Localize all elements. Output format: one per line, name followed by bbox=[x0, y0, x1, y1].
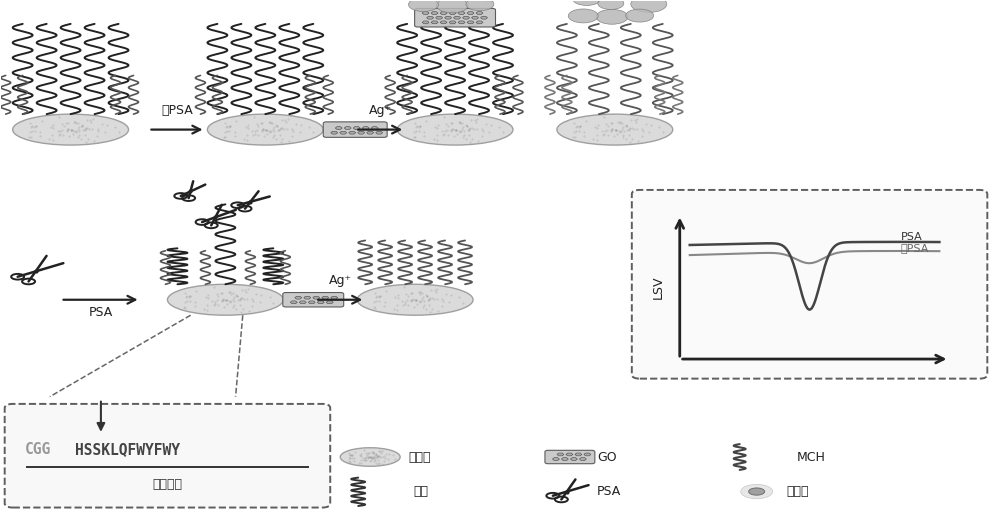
Polygon shape bbox=[376, 131, 383, 134]
Polygon shape bbox=[476, 21, 483, 24]
Ellipse shape bbox=[207, 114, 323, 145]
Ellipse shape bbox=[741, 484, 773, 499]
Ellipse shape bbox=[557, 114, 673, 145]
Polygon shape bbox=[313, 296, 320, 299]
Polygon shape bbox=[440, 21, 447, 24]
Polygon shape bbox=[449, 21, 456, 24]
Polygon shape bbox=[449, 12, 456, 14]
Polygon shape bbox=[322, 296, 329, 299]
Polygon shape bbox=[427, 17, 434, 19]
Polygon shape bbox=[317, 301, 324, 303]
Ellipse shape bbox=[397, 114, 513, 145]
Text: 无PSA: 无PSA bbox=[901, 242, 929, 252]
Text: GO: GO bbox=[597, 450, 616, 464]
Polygon shape bbox=[575, 453, 582, 456]
Polygon shape bbox=[331, 296, 338, 299]
Polygon shape bbox=[304, 296, 311, 299]
Polygon shape bbox=[552, 458, 559, 461]
Text: MCH: MCH bbox=[797, 450, 825, 464]
Polygon shape bbox=[467, 12, 474, 14]
Polygon shape bbox=[331, 131, 338, 134]
Polygon shape bbox=[436, 17, 443, 19]
Ellipse shape bbox=[357, 284, 473, 315]
FancyBboxPatch shape bbox=[415, 8, 496, 27]
Text: HSSKLQFWYFWY: HSSKLQFWYFWY bbox=[75, 443, 180, 458]
Polygon shape bbox=[422, 21, 429, 24]
Polygon shape bbox=[290, 301, 297, 303]
Polygon shape bbox=[349, 131, 356, 134]
Polygon shape bbox=[561, 458, 568, 461]
Ellipse shape bbox=[596, 9, 628, 24]
Polygon shape bbox=[358, 131, 365, 134]
Ellipse shape bbox=[167, 284, 283, 315]
Ellipse shape bbox=[631, 0, 667, 12]
Polygon shape bbox=[344, 127, 351, 129]
Polygon shape bbox=[431, 21, 438, 24]
Text: PSA: PSA bbox=[88, 307, 113, 320]
Ellipse shape bbox=[749, 488, 765, 495]
Polygon shape bbox=[458, 21, 465, 24]
Ellipse shape bbox=[471, 0, 507, 1]
Polygon shape bbox=[557, 453, 564, 456]
Polygon shape bbox=[472, 17, 479, 19]
Polygon shape bbox=[463, 17, 470, 19]
Polygon shape bbox=[299, 301, 306, 303]
Text: CGG: CGG bbox=[25, 443, 51, 458]
Ellipse shape bbox=[13, 114, 129, 145]
Polygon shape bbox=[440, 12, 447, 14]
FancyBboxPatch shape bbox=[323, 122, 387, 138]
Ellipse shape bbox=[466, 0, 494, 11]
Text: PSA: PSA bbox=[597, 485, 621, 498]
Polygon shape bbox=[454, 17, 461, 19]
Polygon shape bbox=[367, 131, 374, 134]
Polygon shape bbox=[481, 17, 488, 19]
Polygon shape bbox=[362, 127, 369, 129]
Ellipse shape bbox=[573, 0, 601, 6]
Polygon shape bbox=[335, 127, 342, 129]
Text: 酶切位点: 酶切位点 bbox=[152, 478, 182, 491]
Polygon shape bbox=[340, 131, 347, 134]
FancyBboxPatch shape bbox=[283, 293, 344, 307]
Polygon shape bbox=[570, 458, 577, 461]
Ellipse shape bbox=[409, 0, 438, 11]
Polygon shape bbox=[371, 127, 378, 129]
Text: LSV: LSV bbox=[651, 275, 664, 299]
FancyBboxPatch shape bbox=[5, 404, 330, 508]
Text: 金电极: 金电极 bbox=[408, 450, 431, 464]
Polygon shape bbox=[326, 301, 333, 303]
Polygon shape bbox=[467, 21, 474, 24]
Ellipse shape bbox=[436, 0, 468, 13]
Text: Ag⁺: Ag⁺ bbox=[329, 274, 352, 287]
Ellipse shape bbox=[340, 448, 400, 466]
Ellipse shape bbox=[598, 0, 624, 9]
Polygon shape bbox=[445, 17, 452, 19]
Polygon shape bbox=[308, 301, 315, 303]
Ellipse shape bbox=[626, 9, 654, 22]
FancyBboxPatch shape bbox=[545, 450, 595, 464]
Polygon shape bbox=[353, 127, 360, 129]
Polygon shape bbox=[295, 296, 302, 299]
Text: 多肽: 多肽 bbox=[413, 485, 428, 498]
Polygon shape bbox=[566, 453, 573, 456]
FancyBboxPatch shape bbox=[632, 190, 987, 378]
Text: PSA: PSA bbox=[901, 233, 923, 242]
Text: Ag⁺: Ag⁺ bbox=[369, 104, 392, 117]
Polygon shape bbox=[584, 453, 591, 456]
Polygon shape bbox=[579, 458, 586, 461]
Ellipse shape bbox=[568, 9, 598, 23]
Polygon shape bbox=[422, 12, 429, 14]
Polygon shape bbox=[458, 12, 465, 14]
Polygon shape bbox=[431, 12, 438, 14]
Polygon shape bbox=[476, 12, 483, 14]
Text: 无PSA: 无PSA bbox=[161, 104, 193, 117]
Text: 纳米金: 纳米金 bbox=[787, 485, 809, 498]
